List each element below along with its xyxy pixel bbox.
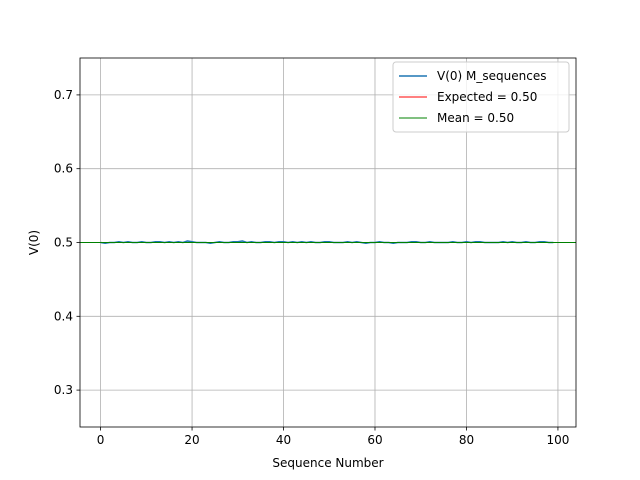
x-tick-label: 20 — [184, 433, 199, 447]
legend-label-mean: Mean = 0.50 — [437, 111, 514, 125]
x-tick-label: 40 — [276, 433, 291, 447]
x-tick-label: 60 — [367, 433, 382, 447]
data-series — [80, 240, 576, 244]
legend: V(0) M_sequences Expected = 0.50 Mean = … — [392, 61, 570, 133]
y-axis-ticks: 0.3 0.4 0.5 0.6 0.7 — [54, 88, 80, 397]
x-axis-label: Sequence Number — [272, 456, 383, 470]
y-tick-label: 0.7 — [54, 88, 73, 102]
x-axis-ticks: 0 20 40 60 80 100 — [97, 427, 569, 447]
legend-label-expected: Expected = 0.50 — [437, 90, 537, 104]
legend-box — [392, 61, 570, 133]
legend-label-series: V(0) M_sequences — [437, 69, 546, 83]
y-tick-label: 0.3 — [54, 383, 73, 397]
y-tick-label: 0.5 — [54, 236, 73, 250]
x-tick-label: 80 — [459, 433, 474, 447]
y-axis-label: V(0) — [27, 230, 41, 255]
x-tick-label: 100 — [546, 433, 569, 447]
y-tick-label: 0.4 — [54, 309, 73, 323]
x-tick-label: 0 — [97, 433, 105, 447]
y-tick-label: 0.6 — [54, 162, 73, 176]
